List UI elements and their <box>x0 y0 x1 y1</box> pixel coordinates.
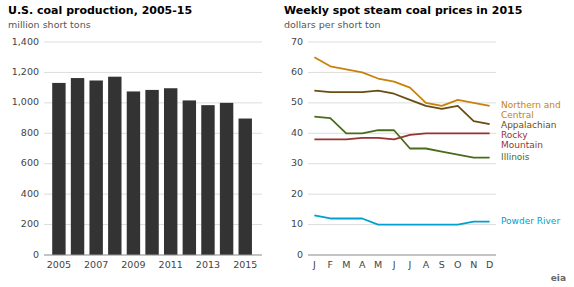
bar <box>220 103 233 255</box>
x-tick-label: J <box>408 259 412 270</box>
bar <box>145 90 158 255</box>
grid-line <box>44 255 262 256</box>
y-tick-label: 400 <box>21 188 39 199</box>
grid-line <box>44 72 262 73</box>
x-tick-label: M <box>342 259 350 270</box>
x-tick-label: A <box>423 259 430 270</box>
x-tick-label: 2013 <box>196 259 220 270</box>
chart-title: U.S. coal production, 2005-15 <box>8 4 192 17</box>
x-axis: 2005 2007 2009 2011 2013 2015 <box>47 259 258 270</box>
x-tick-label: O <box>454 259 461 270</box>
series-label: Rocky <box>501 130 528 140</box>
x-tick-label: D <box>486 259 493 270</box>
x-axis-line <box>44 255 262 256</box>
chart-subtitle: million short tons <box>8 19 91 30</box>
y-tick-label: 0 <box>33 249 39 260</box>
x-axis-line <box>308 255 496 256</box>
y-tick-label: 800 <box>21 127 39 138</box>
x-tick-label: 2011 <box>159 259 183 270</box>
x-tick-label: N <box>470 259 477 270</box>
y-tick-label: 10 <box>291 218 303 229</box>
x-tick-label: J <box>392 259 396 270</box>
grid-line <box>308 42 496 43</box>
bar <box>89 80 102 255</box>
bar <box>201 105 214 255</box>
y-tick-label: 30 <box>291 157 303 168</box>
series-label: Central <box>501 110 534 120</box>
y-tick-label: 1,400 <box>12 36 39 47</box>
chart-canvas: U.S. coal production, 2005-15 million sho… <box>0 0 574 287</box>
y-tick-label: 1,200 <box>12 66 39 77</box>
grid-line <box>308 194 496 195</box>
y-tick-label: 50 <box>291 96 303 107</box>
plot-area <box>52 77 252 255</box>
x-tick-label: J <box>312 259 316 270</box>
series-label: Powder River <box>501 216 560 226</box>
x-tick-label: 2007 <box>84 259 108 270</box>
line-series <box>314 215 489 224</box>
bar <box>127 91 140 255</box>
y-tick-label: 200 <box>21 218 39 229</box>
x-tick-label: 2015 <box>233 259 257 270</box>
x-tick-label: F <box>328 259 333 270</box>
grid-line <box>308 163 496 164</box>
chart-title: Weekly spot steam coal prices in 2015 <box>284 4 522 17</box>
line-series <box>314 57 489 106</box>
bar-chart: U.S. coal production, 2005-15 million sho… <box>8 4 262 270</box>
x-tick-label: A <box>359 259 366 270</box>
line-series <box>314 117 489 158</box>
series-label: Northern and <box>501 100 561 110</box>
y-axis: 0 200 400 600 800 1,000 1,200 1,400 <box>12 36 262 260</box>
line-chart: Weekly spot steam coal prices in 2015 dol… <box>284 4 566 283</box>
y-tick-label: 20 <box>291 188 303 199</box>
bar <box>239 119 252 255</box>
x-tick-label: 2009 <box>121 259 145 270</box>
bar <box>71 78 84 255</box>
y-tick-label: 60 <box>291 66 303 77</box>
bar <box>183 100 196 255</box>
y-axis: 0 10 20 30 40 50 60 70 <box>291 36 496 260</box>
x-tick-label: S <box>439 259 445 270</box>
annotations: Northern andCentralAppalachianRockyMount… <box>501 100 566 283</box>
grid-line <box>308 72 496 73</box>
x-tick-label: 2005 <box>47 259 71 270</box>
y-tick-label: 600 <box>21 157 39 168</box>
series-label: Illinois <box>501 152 530 162</box>
series-label: Appalachian <box>501 120 557 130</box>
chart-subtitle: dollars per short ton <box>284 19 381 30</box>
background <box>0 0 574 287</box>
y-tick-label: 0 <box>297 249 303 260</box>
bar <box>108 77 121 255</box>
series-label: Mountain <box>501 140 543 150</box>
x-axis: JFMAMJJASOND <box>312 259 493 270</box>
bar <box>52 83 65 255</box>
x-tick-label: M <box>374 259 382 270</box>
line-series <box>314 91 489 124</box>
plot-area <box>314 57 489 224</box>
y-tick-label: 1,000 <box>12 96 39 107</box>
y-tick-label: 70 <box>291 36 303 47</box>
grid-line <box>44 42 262 43</box>
grid-line <box>308 255 496 256</box>
y-tick-label: 40 <box>291 127 303 138</box>
source-note: eia <box>551 273 566 283</box>
bar <box>164 88 177 255</box>
